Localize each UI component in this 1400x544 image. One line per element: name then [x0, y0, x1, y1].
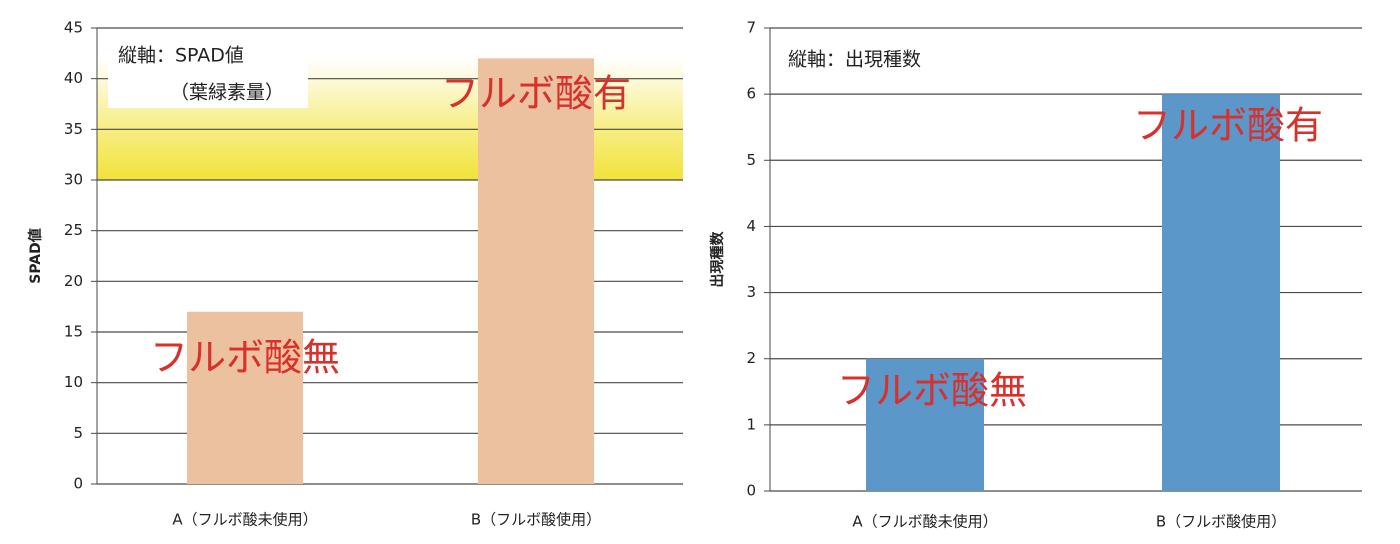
y-tick-label: 30 — [64, 171, 83, 189]
x-tick-label: A（フルボ酸未使用） — [172, 511, 317, 529]
y-tick-label: 5 — [746, 151, 756, 169]
y-tick-label: 1 — [746, 415, 756, 433]
y-tick-label: 5 — [73, 424, 83, 442]
y-tick-label: 0 — [73, 475, 83, 493]
bar — [478, 58, 594, 485]
y-tick-label: 4 — [746, 217, 756, 235]
annotation: 縦軸：SPAD値 — [118, 45, 244, 67]
bar-label: フルボ酸有 — [1133, 104, 1323, 148]
y-tick-label: 6 — [746, 85, 756, 103]
y-axis-label: 出現種数 — [709, 231, 726, 288]
bar — [187, 311, 303, 484]
y-tick-label: 45 — [64, 19, 83, 37]
y-tick-label: 40 — [64, 69, 83, 87]
y-tick-label: 7 — [746, 19, 756, 37]
x-tick-label: B（フルボ酸使用） — [471, 511, 601, 529]
x-tick-label: B（フルボ酸使用） — [1156, 513, 1286, 531]
bar — [866, 358, 984, 491]
y-tick-label: 0 — [746, 482, 756, 500]
y-tick-label: 25 — [64, 221, 83, 239]
y-tick-label: 2 — [746, 349, 756, 367]
bar-label: フルボ酸有 — [441, 72, 631, 116]
y-tick-label: 35 — [64, 120, 83, 138]
bar-label: フルボ酸無 — [150, 336, 340, 380]
bar-label: フルボ酸無 — [837, 369, 1027, 413]
y-tick-label: 10 — [64, 373, 83, 391]
y-tick-label: 20 — [64, 272, 83, 290]
annotation: （葉緑素量） — [170, 82, 284, 104]
bar — [1162, 94, 1280, 492]
y-tick-label: 15 — [64, 323, 83, 341]
y-axis-label: SPAD値 — [27, 228, 44, 284]
annotation: 縦軸：出現種数 — [788, 49, 921, 71]
x-tick-label: A（フルボ酸未使用） — [852, 513, 997, 531]
annotation-box — [108, 42, 308, 108]
y-tick-label: 3 — [746, 283, 756, 301]
